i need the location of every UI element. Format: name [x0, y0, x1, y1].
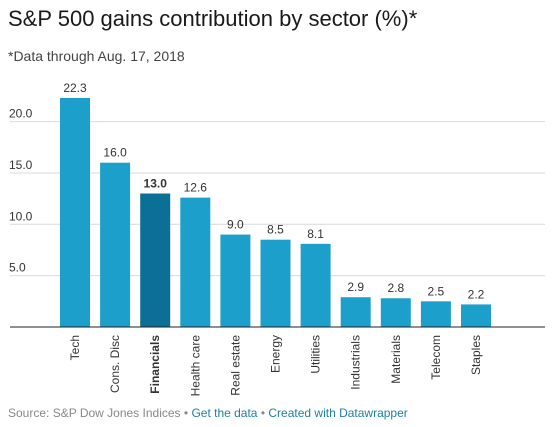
y-tick-label: 5.0 [9, 261, 26, 275]
source-note: Source: S&P Dow Jones Indices [8, 406, 181, 420]
value-label: 8.1 [307, 227, 324, 241]
bar [100, 162, 131, 327]
created-with-datawrapper-link[interactable]: Created with Datawrapper [268, 406, 408, 420]
category-label: Cons. Disc [108, 335, 122, 393]
chart-title: S&P 500 gains contribution by sector (%)… [8, 6, 418, 31]
category-label: Utilities [309, 335, 323, 374]
value-label: 2.8 [387, 281, 404, 295]
bar-chart: 5.0 10.0 15.0 20.0 22.3 Tech 16.0 Cons. Disc 13.… [9, 81, 545, 397]
category-label: Materials [389, 335, 403, 384]
get-data-link[interactable]: Get the data [191, 406, 258, 420]
y-tick-label: 20.0 [9, 107, 33, 121]
y-tick-label: 10.0 [9, 209, 33, 223]
bar [140, 193, 171, 327]
bar [461, 304, 491, 327]
value-label: 2.2 [468, 287, 485, 301]
category-label: Health care [188, 335, 202, 397]
category-label: Financials [148, 335, 162, 394]
value-label: 12.6 [184, 181, 208, 195]
category-label: Industrials [349, 335, 363, 390]
category-label: Staples [469, 335, 483, 375]
value-label: 2.9 [347, 280, 364, 294]
category-label: Tech [68, 335, 82, 360]
chart-subtitle: *Data through Aug. 17, 2018 [8, 48, 185, 64]
bar [180, 197, 211, 327]
bar [420, 301, 451, 327]
bar [380, 298, 411, 327]
y-tick-label: 15.0 [9, 158, 33, 172]
value-label: 13.0 [144, 177, 168, 191]
bar [300, 243, 331, 327]
bar [260, 239, 291, 327]
value-label: 16.0 [103, 146, 127, 160]
value-label: 8.5 [267, 223, 284, 237]
chart-footer: Source: S&P Dow Jones Indices • Get the … [8, 406, 408, 420]
bar [60, 98, 90, 327]
bar [340, 297, 371, 327]
category-label: Energy [269, 335, 283, 373]
value-label: 9.0 [227, 218, 244, 232]
bar [220, 234, 251, 327]
value-label: 2.5 [428, 284, 445, 298]
category-label: Telecom [429, 335, 443, 380]
value-label: 22.3 [63, 81, 87, 95]
footer-separator: • [260, 406, 266, 420]
footer-separator: • [183, 406, 189, 420]
category-label: Real estate [228, 335, 242, 396]
